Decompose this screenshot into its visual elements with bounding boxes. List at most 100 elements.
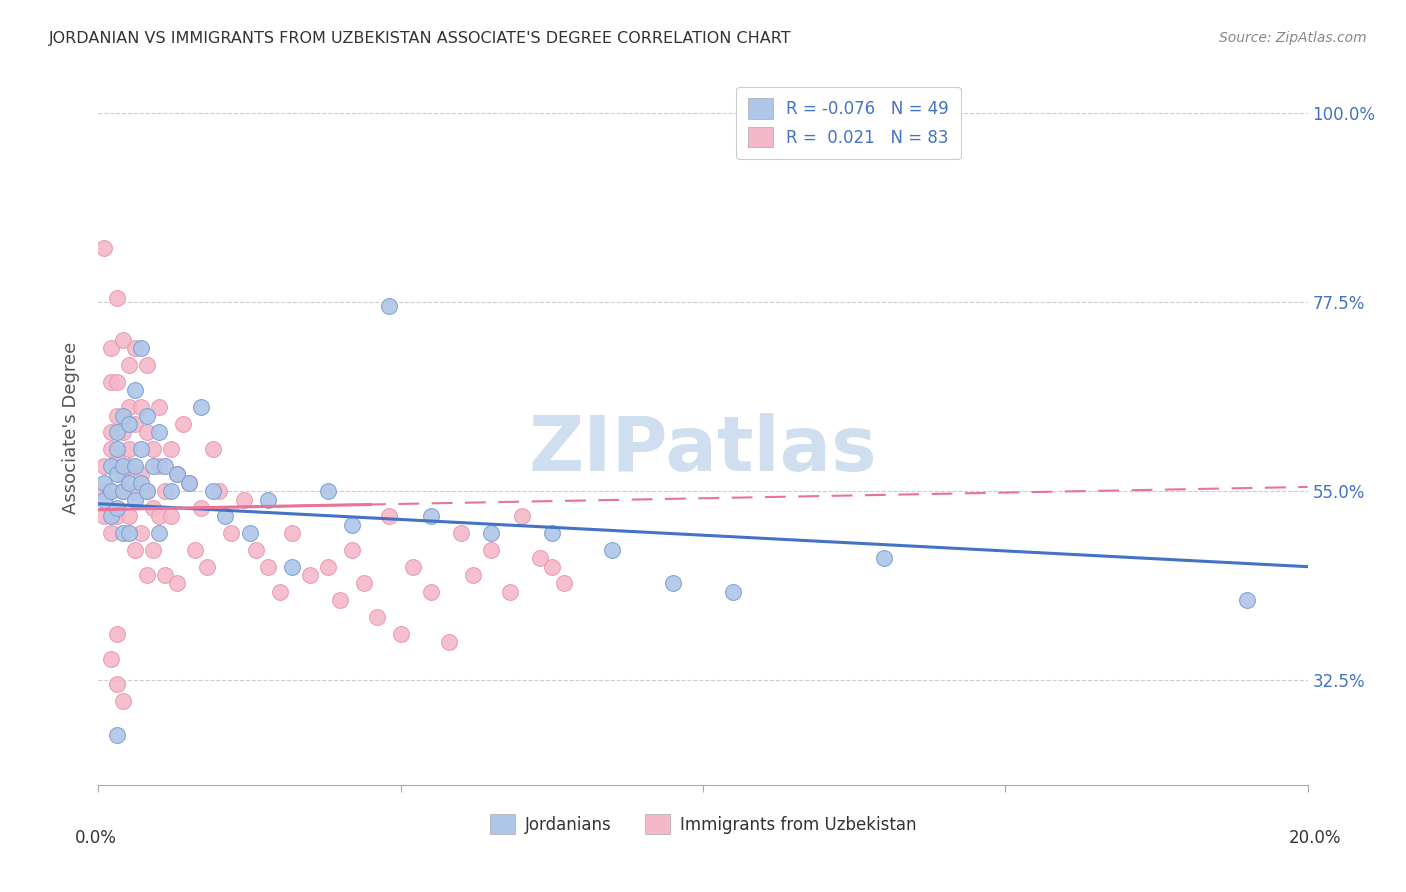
Point — [105, 409, 128, 423]
Point — [100, 509, 122, 524]
Point — [100, 375, 122, 389]
Point — [389, 627, 412, 641]
Point — [256, 492, 278, 507]
Point — [148, 526, 170, 541]
Point — [420, 585, 443, 599]
Point — [245, 542, 267, 557]
Point — [105, 450, 128, 465]
Point — [129, 475, 152, 490]
Point — [202, 442, 225, 457]
Point — [873, 551, 896, 566]
Point — [221, 526, 243, 541]
Point — [239, 526, 262, 541]
Point — [129, 342, 152, 356]
Point — [100, 425, 122, 440]
Point — [179, 475, 201, 490]
Point — [366, 610, 388, 624]
Text: 20.0%: 20.0% — [1288, 829, 1341, 847]
Point — [105, 375, 128, 389]
Point — [129, 467, 152, 482]
Point — [179, 475, 201, 490]
Point — [105, 728, 128, 742]
Point — [184, 542, 207, 557]
Point — [602, 542, 624, 557]
Point — [124, 342, 146, 356]
Point — [129, 442, 152, 457]
Point — [160, 509, 183, 524]
Point — [105, 425, 128, 440]
Point — [148, 425, 170, 440]
Point — [111, 458, 134, 473]
Point — [105, 442, 128, 457]
Point — [93, 458, 115, 473]
Point — [124, 458, 146, 473]
Point — [148, 458, 170, 473]
Point — [135, 358, 157, 372]
Point — [124, 492, 146, 507]
Point — [129, 526, 152, 541]
Point — [105, 467, 128, 482]
Point — [100, 484, 122, 499]
Text: Source: ZipAtlas.com: Source: ZipAtlas.com — [1219, 31, 1367, 45]
Point — [111, 484, 134, 499]
Point — [124, 542, 146, 557]
Point — [118, 475, 141, 490]
Point — [111, 409, 134, 423]
Point — [166, 467, 188, 482]
Point — [118, 417, 141, 431]
Point — [190, 500, 212, 515]
Point — [256, 559, 278, 574]
Point — [342, 542, 364, 557]
Point — [208, 484, 231, 499]
Point — [377, 300, 399, 314]
Point — [111, 526, 134, 541]
Point — [299, 568, 322, 582]
Point — [202, 484, 225, 499]
Point — [105, 627, 128, 641]
Point — [269, 585, 291, 599]
Point — [377, 509, 399, 524]
Point — [93, 475, 115, 490]
Point — [100, 342, 122, 356]
Point — [100, 442, 122, 457]
Point — [142, 442, 165, 457]
Point — [105, 677, 128, 691]
Point — [553, 576, 575, 591]
Point — [281, 559, 304, 574]
Point — [153, 568, 176, 582]
Point — [118, 400, 141, 414]
Point — [148, 400, 170, 414]
Point — [124, 484, 146, 499]
Point — [342, 517, 364, 532]
Point — [232, 492, 254, 507]
Point — [195, 559, 218, 574]
Point — [166, 576, 188, 591]
Point — [142, 500, 165, 515]
Legend: Jordanians, Immigrants from Uzbekistan: Jordanians, Immigrants from Uzbekistan — [484, 807, 922, 841]
Point — [93, 492, 115, 507]
Point — [142, 458, 165, 473]
Point — [135, 425, 157, 440]
Point — [329, 593, 352, 607]
Point — [540, 526, 562, 541]
Point — [463, 568, 485, 582]
Point — [420, 509, 443, 524]
Point — [481, 542, 503, 557]
Point — [540, 559, 562, 574]
Point — [402, 559, 425, 574]
Point — [118, 442, 141, 457]
Point — [135, 484, 157, 499]
Point — [105, 509, 128, 524]
Point — [450, 526, 472, 541]
Point — [190, 400, 212, 414]
Point — [105, 291, 128, 305]
Point — [148, 509, 170, 524]
Point — [111, 425, 134, 440]
Point — [93, 509, 115, 524]
Point — [118, 458, 141, 473]
Text: ZIPatlas: ZIPatlas — [529, 413, 877, 486]
Point — [111, 333, 134, 347]
Point — [316, 559, 339, 574]
Point — [135, 484, 157, 499]
Point — [529, 551, 551, 566]
